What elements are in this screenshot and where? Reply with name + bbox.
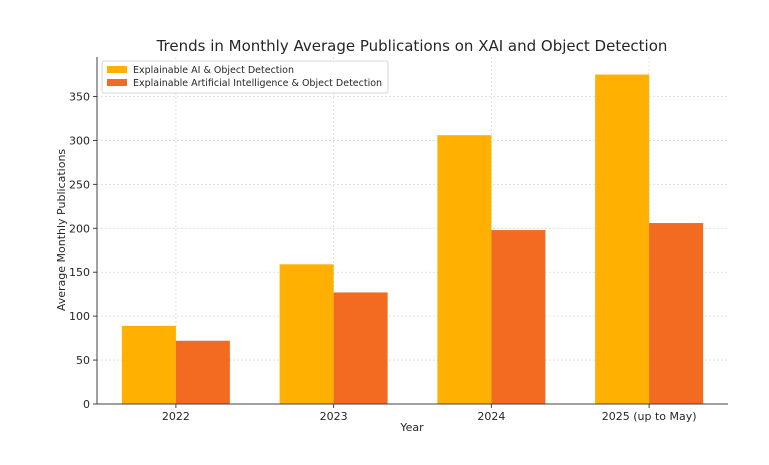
bars	[121, 74, 704, 405]
legend-label-0: Explainable AI & Object Detection	[133, 65, 294, 76]
y-tick-label: 300	[69, 134, 90, 147]
bar-series-0-3	[595, 74, 650, 405]
y-tick-label: 150	[69, 266, 90, 279]
bar-series-0-2	[437, 135, 492, 404]
y-ticks: 0 50 100 150 200 250 300 350	[69, 91, 97, 411]
x-tick-label: 2023	[320, 410, 348, 423]
legend-swatch-1	[107, 79, 127, 86]
y-tick-label: 0	[83, 398, 90, 411]
bar-series-1-1	[333, 292, 388, 404]
bar-series-1-0	[175, 340, 230, 404]
y-tick-label: 50	[76, 354, 90, 367]
x-axis-label: Year	[399, 421, 424, 434]
bar-series-1-3	[649, 223, 704, 404]
chart-title: Trends in Monthly Average Publications o…	[156, 37, 668, 55]
x-ticks: 2022 2023 2024 2025 (up to May)	[162, 404, 697, 423]
legend-box	[101, 60, 389, 94]
y-axis-label: Average Monthly Publications	[55, 149, 68, 312]
x-tick-label: 2022	[162, 410, 190, 423]
y-tick-label: 100	[69, 310, 90, 323]
legend-label-1: Explainable Artificial Intelligence & Ob…	[133, 78, 382, 89]
y-tick-label: 250	[69, 178, 90, 191]
x-tick-label: 2025 (up to May)	[602, 410, 697, 423]
legend: Explainable AI & Object Detection Explain…	[101, 60, 389, 94]
y-tick-label: 350	[69, 91, 90, 104]
bar-series-0-1	[279, 264, 334, 404]
bar-series-1-2	[491, 230, 546, 404]
legend-swatch-0	[107, 66, 127, 73]
y-tick-label: 200	[69, 222, 90, 235]
axes	[96, 57, 728, 405]
bar-series-0-0	[121, 325, 176, 404]
x-tick-label: 2024	[477, 410, 505, 423]
